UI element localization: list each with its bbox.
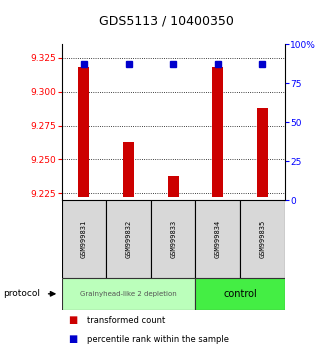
Bar bbox=[240, 200, 285, 278]
Bar bbox=[257, 108, 268, 197]
Text: GSM999835: GSM999835 bbox=[259, 220, 265, 258]
Bar bbox=[123, 142, 134, 197]
Text: Grainyhead-like 2 depletion: Grainyhead-like 2 depletion bbox=[80, 291, 177, 297]
Bar bbox=[78, 67, 90, 197]
Bar bbox=[195, 278, 285, 310]
Text: percentile rank within the sample: percentile rank within the sample bbox=[87, 335, 228, 344]
Text: ■: ■ bbox=[68, 315, 78, 325]
Text: GSM999831: GSM999831 bbox=[81, 220, 87, 258]
Text: ■: ■ bbox=[68, 334, 78, 344]
Bar bbox=[167, 176, 179, 197]
Bar bbox=[106, 200, 151, 278]
Text: control: control bbox=[223, 289, 257, 299]
Text: GSM999833: GSM999833 bbox=[170, 220, 176, 258]
Text: GSM999832: GSM999832 bbox=[126, 220, 132, 258]
Bar bbox=[151, 200, 195, 278]
Text: GSM999834: GSM999834 bbox=[215, 220, 221, 258]
Text: protocol: protocol bbox=[3, 289, 40, 298]
Bar bbox=[212, 67, 223, 197]
Text: GDS5113 / 10400350: GDS5113 / 10400350 bbox=[99, 15, 234, 28]
Bar bbox=[195, 200, 240, 278]
Bar bbox=[62, 200, 106, 278]
Bar bbox=[62, 278, 195, 310]
Text: transformed count: transformed count bbox=[87, 316, 165, 325]
